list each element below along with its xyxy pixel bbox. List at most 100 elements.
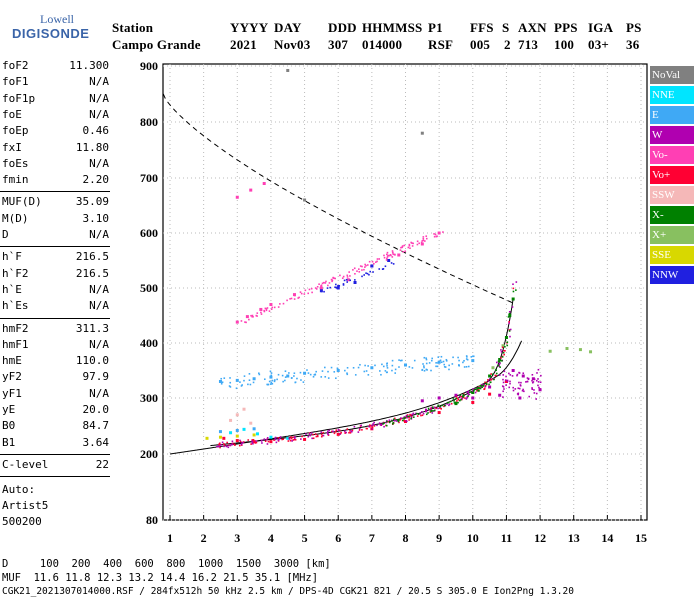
trace-speckle [403, 418, 405, 420]
param-row: foE N/A [2, 108, 109, 124]
trace-speckle [247, 383, 249, 386]
trace-speckle [358, 268, 360, 270]
trace-speckle [495, 361, 498, 364]
trace-speckle [290, 436, 292, 438]
trace-speckle [519, 384, 522, 387]
trace-speckle [495, 369, 497, 371]
param-name: yF2 [2, 370, 22, 384]
trace-speckle [416, 243, 419, 246]
legend-item-x: X- [650, 206, 694, 224]
trace-speckle [479, 385, 482, 387]
trace-point-vo [235, 195, 239, 199]
trace-speckle [493, 378, 495, 381]
trace-speckle [266, 443, 269, 445]
trace-speckle [346, 372, 348, 375]
trace-speckle [437, 407, 439, 410]
trace-speckle [378, 422, 381, 424]
trace-speckle [504, 349, 506, 352]
trace-speckle [378, 268, 381, 270]
trace-speckle [506, 380, 509, 383]
trace-speckle [425, 357, 427, 360]
trace-speckle [472, 355, 475, 358]
trace-point-x [471, 391, 475, 394]
trace-speckle [369, 425, 372, 427]
trace-point-w [531, 377, 535, 381]
trace-speckle [525, 381, 527, 383]
trace-speckle [314, 433, 317, 435]
trace-speckle [433, 406, 436, 409]
trace-speckle [293, 298, 296, 300]
trace-speckle [473, 389, 475, 392]
trace-point-w [454, 393, 458, 397]
trace-speckle [320, 284, 323, 287]
trace-speckle [346, 366, 349, 369]
trace-speckle [409, 247, 411, 250]
trace-speckle [423, 356, 426, 359]
row1-7: S [502, 20, 510, 35]
muf-dashed-curve [162, 93, 516, 305]
trace-speckle [411, 413, 414, 416]
trace-speckle [391, 359, 394, 362]
trace-speckle [509, 328, 512, 331]
trace-speckle [520, 381, 522, 384]
trace-speckle [343, 430, 346, 432]
trace-speckle [320, 433, 323, 436]
trace-speckle [481, 386, 484, 389]
trace-speckle [398, 359, 400, 361]
x-tick-label: 12 [534, 531, 546, 545]
trace-speckle [366, 272, 369, 275]
trace-speckle [454, 401, 457, 404]
trace-speckle [335, 283, 337, 286]
trace-speckle [252, 438, 255, 441]
param-value: 110.0 [75, 354, 109, 368]
trace-speckle [369, 270, 372, 273]
trace-speckle [425, 358, 428, 361]
trace-speckle [273, 306, 276, 309]
trace-speckle [391, 369, 393, 372]
trace-speckle [457, 356, 459, 359]
trace-speckle [327, 370, 329, 373]
trace-point-vo [437, 411, 441, 415]
row1-1: YYYY [230, 20, 269, 35]
trace-speckle [352, 269, 354, 271]
trace-point-sse [252, 433, 256, 437]
trace-speckle [522, 372, 525, 375]
trace-speckle [332, 276, 335, 279]
trace-speckle [526, 377, 529, 379]
param-separator [0, 317, 110, 319]
trace-speckle [467, 390, 470, 393]
trace-speckle [504, 379, 507, 381]
trace-speckle [455, 397, 457, 400]
trace-point-ssw [242, 407, 246, 411]
param-row: h`Es N/A [2, 299, 109, 315]
trace-speckle [391, 364, 394, 367]
param-name: h`E [2, 282, 22, 296]
trace-speckle [306, 369, 308, 371]
trace-speckle [357, 431, 360, 433]
trace-speckle [422, 237, 425, 240]
trace-speckle [499, 366, 501, 368]
trace-speckle [512, 386, 514, 389]
trace-speckle [502, 390, 504, 393]
trace-speckle [323, 366, 326, 369]
trace-point-vo [488, 392, 492, 396]
trace-speckle [442, 360, 445, 363]
trace-speckle [267, 440, 270, 443]
trace-speckle [220, 377, 223, 380]
trace-speckle [284, 379, 286, 382]
trace-speckle [539, 388, 541, 390]
trace-speckle [503, 350, 505, 352]
trace-speckle [331, 280, 333, 283]
trace-speckle [399, 419, 401, 421]
trace-speckle [394, 368, 397, 371]
trace-speckle [329, 286, 331, 289]
trace-speckle [243, 379, 245, 382]
trace-speckle [250, 443, 252, 445]
trace-point-nnw [370, 264, 374, 268]
x-tick-label: 13 [568, 531, 580, 545]
trace-speckle [408, 243, 411, 246]
trace-speckle [279, 303, 281, 305]
trace-speckle [416, 415, 419, 417]
trace-speckle [411, 242, 413, 244]
trace-speckle [251, 439, 254, 441]
